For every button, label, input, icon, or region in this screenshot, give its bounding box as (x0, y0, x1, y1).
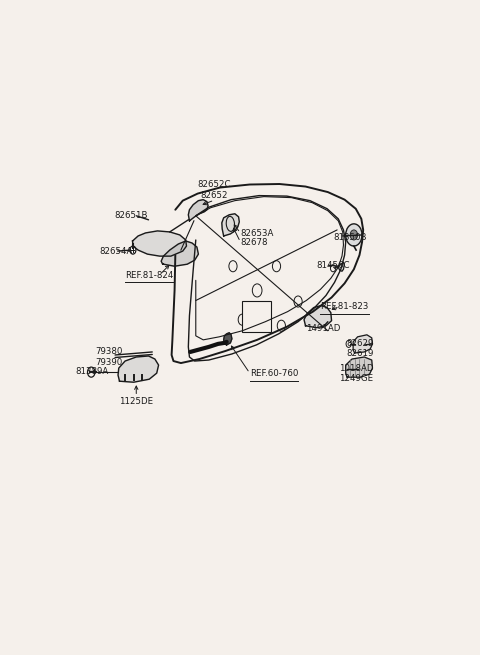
Text: 1125DE: 1125DE (119, 398, 153, 406)
Polygon shape (304, 305, 332, 328)
Text: 81389A: 81389A (75, 367, 108, 375)
Circle shape (346, 224, 362, 246)
Text: 82651B: 82651B (114, 212, 147, 220)
Polygon shape (346, 357, 372, 377)
Polygon shape (161, 241, 198, 266)
Text: 1491AD: 1491AD (305, 324, 340, 333)
Text: 82629
82619: 82629 82619 (347, 339, 374, 358)
Text: 81456C: 81456C (317, 261, 350, 270)
Circle shape (350, 230, 358, 240)
Text: REF.81-824: REF.81-824 (125, 271, 173, 280)
Polygon shape (353, 335, 372, 353)
Text: 79380
79390: 79380 79390 (96, 347, 123, 367)
Polygon shape (118, 356, 158, 383)
Polygon shape (188, 200, 208, 221)
Text: REF.81-823: REF.81-823 (321, 302, 369, 311)
Polygon shape (222, 214, 240, 236)
Polygon shape (338, 262, 344, 271)
Text: REF.60-760: REF.60-760 (250, 369, 298, 378)
Text: 82654A: 82654A (99, 246, 132, 255)
Polygon shape (224, 333, 232, 345)
Polygon shape (132, 231, 186, 256)
Bar (241, 301, 271, 332)
Text: 81350B: 81350B (334, 233, 367, 242)
Text: 82652C
82652: 82652C 82652 (198, 180, 231, 200)
Text: 82653A: 82653A (240, 229, 274, 238)
Text: 1018AD
1249GE: 1018AD 1249GE (339, 364, 373, 383)
Circle shape (130, 246, 136, 254)
Text: 82678: 82678 (240, 238, 268, 247)
